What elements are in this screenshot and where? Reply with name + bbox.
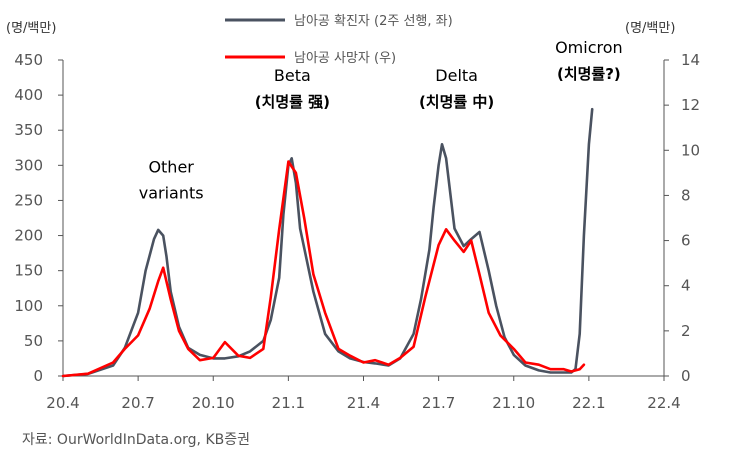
- y-right-unit-label: (명/백만): [625, 21, 675, 36]
- y-right-tick-label: 12: [681, 96, 700, 114]
- series-line-deaths: [61, 160, 586, 378]
- y-left-tick-label: 150: [14, 262, 43, 280]
- x-tick-label: 21.4: [347, 394, 380, 412]
- x-tick-label: 21.1: [272, 394, 305, 412]
- y-left-tick-label: 450: [14, 51, 43, 69]
- y-left-tick-label: 100: [14, 297, 43, 315]
- y-left-tick-label: 250: [14, 191, 43, 209]
- annotation-label: (치명률?): [557, 65, 621, 83]
- x-tick-label: 22.1: [572, 394, 605, 412]
- x-tick-label: 20.10: [192, 394, 235, 412]
- annotation-label: Delta: [435, 66, 478, 85]
- y-right-tick-label: 4: [681, 277, 691, 295]
- y-right-tick-label: 0: [681, 367, 691, 385]
- y-left-tick-label: 400: [14, 86, 43, 104]
- x-tick-label: 21.7: [422, 394, 455, 412]
- y-right-tick-label: 2: [681, 322, 691, 340]
- annotation-label: (치명률 中): [419, 93, 494, 111]
- annotation-label: (치명률 强): [255, 93, 330, 111]
- axes: 0 50 100 150 200 250 300 350 400 450 0 2 4 6 8 10 12 14 20…: [14, 51, 700, 412]
- series-layer: [61, 107, 594, 378]
- y-left-tick-label: 0: [33, 367, 43, 385]
- legend-label-deaths: 남아공 사망자 (우): [294, 51, 396, 66]
- x-tick-label: 22.4: [647, 394, 680, 412]
- y-left-tick-label: 200: [14, 227, 43, 245]
- x-tick-label: 20.7: [121, 394, 154, 412]
- y-left-tick-label: 350: [14, 121, 43, 139]
- x-tick-label: 21.10: [492, 394, 535, 412]
- annotation-label: variants: [139, 183, 204, 202]
- y-left-unit-label: (명/백만): [6, 21, 56, 36]
- y-right-tick-label: 10: [681, 141, 700, 159]
- y-right-tick-label: 6: [681, 232, 691, 250]
- annotation-label: Beta: [274, 66, 311, 85]
- y-left-tick-label: 300: [14, 156, 43, 174]
- y-right-tick-label: 8: [681, 186, 691, 204]
- y-left-tick-label: 50: [24, 332, 43, 350]
- y-right-tick-label: 14: [681, 51, 700, 69]
- annotations: Other variants Beta (치명률 强) Delta (치명률 中) Omic…: [139, 38, 623, 202]
- legend-label-cases: 남아공 확진자 (2주 선행, 좌): [294, 13, 453, 29]
- annotation-label: Omicron: [555, 38, 623, 57]
- annotation-label: Other: [148, 157, 194, 176]
- series-line-cases: [61, 107, 594, 378]
- x-tick-label: 20.4: [46, 394, 79, 412]
- legend: 남아공 확진자 (2주 선행, 좌) 남아공 사망자 (우): [225, 13, 453, 66]
- source-note: 자료: OurWorldInData.org, KB증권: [22, 432, 250, 448]
